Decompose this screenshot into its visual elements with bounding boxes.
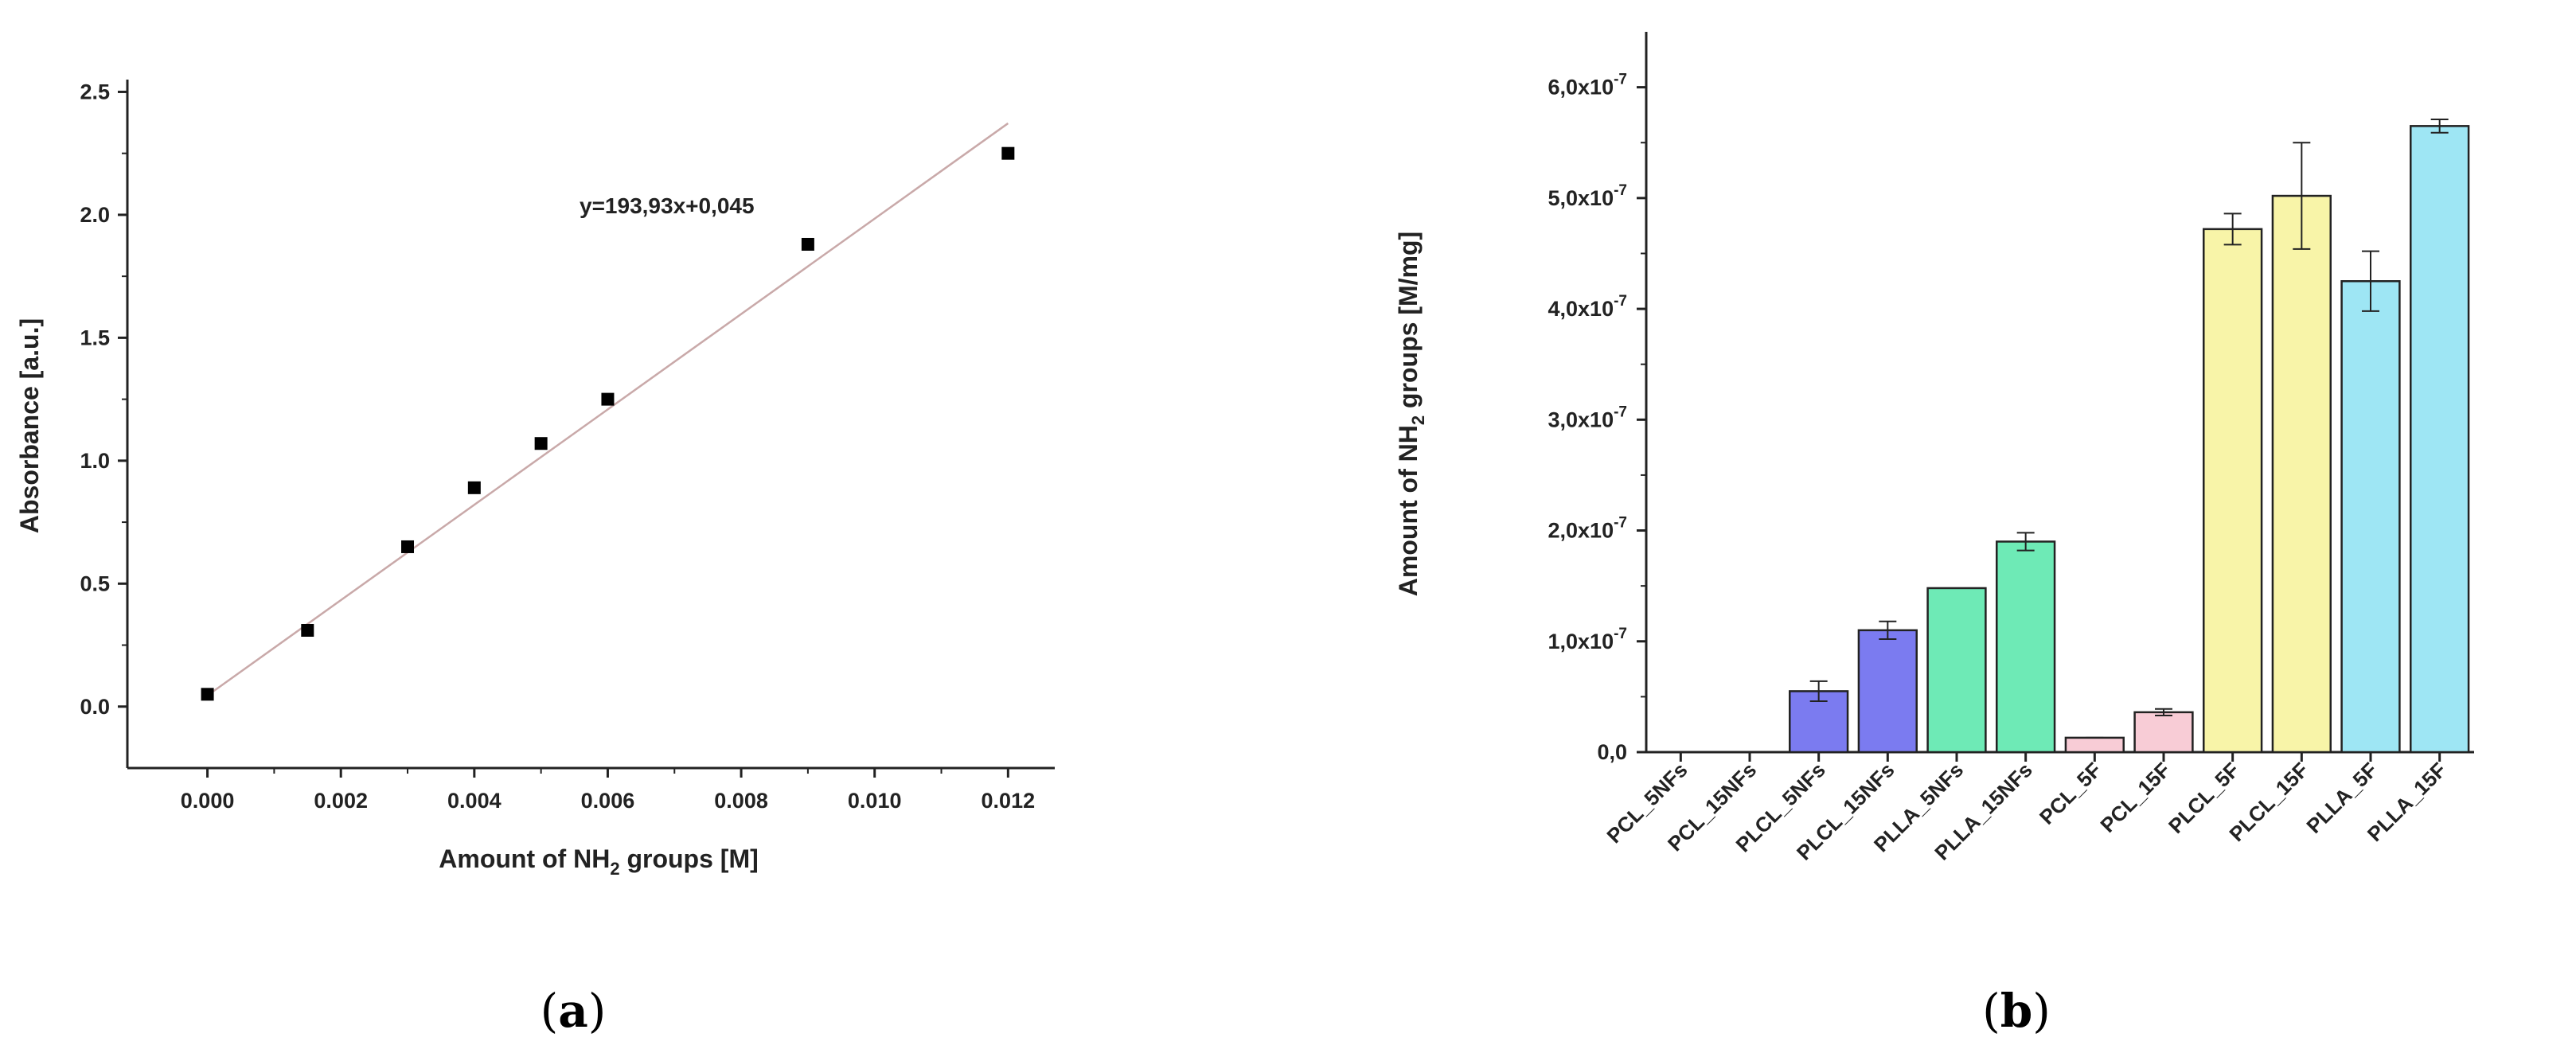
x-axis-label: Amount of NH2 groups [M]: [439, 844, 759, 879]
y-tick-exponent: -7: [1614, 626, 1627, 642]
bar: [2340, 280, 2401, 754]
y-tick-exponent: -7: [1614, 293, 1627, 310]
y-axis-label: Absorbance [a.u.]: [15, 318, 44, 533]
fit-equation-annotation: y=193,93x+0,045: [580, 193, 755, 218]
bar: [2064, 736, 2125, 754]
y-tick-label: 2,0x10-7: [1548, 515, 1628, 543]
category-label: PCL_5F: [2035, 758, 2106, 829]
y-axis-label-subscript: 2: [1408, 415, 1428, 425]
y-tick-label-text: 4,0x10: [1548, 297, 1614, 321]
bar: [1857, 629, 1918, 754]
y-tick-label: 2.0: [80, 203, 110, 227]
y-axis-label-main: Amount of NH: [1394, 425, 1423, 596]
x-tick-label: 0.002: [314, 789, 368, 813]
panel-b-letter: b: [2000, 984, 2033, 1038]
category-label: PCL_15F: [2095, 758, 2175, 837]
x-tick-label: 0.006: [581, 789, 635, 813]
x-axis-label-main: Amount of NH: [439, 844, 610, 873]
data-point-marker: [801, 237, 814, 251]
x-axis-label-subscript: 2: [610, 859, 619, 879]
bars: [1789, 118, 2470, 754]
y-tick-label: 6,0x10-7: [1548, 72, 1628, 99]
bar: [1926, 587, 1987, 754]
scatter-chart-panel-a: 0.00.51.01.52.02.5 0.000 0.002 0.004 0.006 0…: [15, 80, 1055, 1038]
y-tick-label: 0.0: [80, 695, 110, 719]
data-point-marker: [1001, 146, 1015, 160]
bar-chart-panel-b: 0,01,0x10-72,0x10-73,0x10-74,0x10-75,0x1…: [1394, 32, 2474, 1038]
y-ticks: 0,01,0x10-72,0x10-73,0x10-74,0x10-75,0x1…: [1548, 72, 1646, 764]
panel-a-close-paren: ): [588, 984, 607, 1038]
data-point-marker: [301, 624, 314, 637]
y-tick-exponent: -7: [1614, 404, 1627, 420]
y-tick-label-text: 2,0x10: [1548, 519, 1614, 543]
x-tick-label: 0.012: [982, 789, 1036, 813]
data-point-marker: [534, 437, 548, 450]
y-tick-exponent: -7: [1614, 72, 1627, 88]
y-tick-label-text: 6,0x10: [1548, 76, 1614, 99]
panel-b-close-paren: ): [2032, 984, 2051, 1038]
bar: [2133, 711, 2194, 754]
data-point-marker: [601, 392, 615, 406]
y-tick-exponent: -7: [1614, 182, 1627, 199]
data-point-marker: [201, 688, 214, 701]
y-axis-label: Amount of NH2 groups [M/mg]: [1394, 232, 1428, 596]
x-axis-label-end: groups [M]: [620, 844, 759, 873]
y-tick-label: 0.5: [80, 571, 110, 595]
y-tick-label: 2.5: [80, 80, 110, 103]
fit-line: [206, 122, 1009, 696]
y-tick-label: 4,0x10-7: [1548, 293, 1628, 321]
x-tick-label: 0.000: [181, 789, 235, 813]
x-tick-label: 0.010: [848, 789, 902, 813]
panel-a-letter: a: [558, 984, 588, 1038]
data-point-marker: [401, 540, 415, 553]
y-tick-label-text: 1,0x10: [1548, 630, 1614, 653]
y-tick-label: 1,0x10-7: [1548, 626, 1628, 653]
x-tick-label: 0.008: [714, 789, 768, 813]
y-tick-exponent: -7: [1614, 515, 1627, 532]
data-points: [201, 146, 1015, 701]
x-ticks: PCL_5NFsPCL_15NFsPLCL_5NFsPLCL_15NFsPLLA…: [1602, 752, 2451, 865]
y-tick-label-text: 0,0: [1597, 740, 1627, 764]
bar: [2410, 125, 2470, 754]
y-tick-label-text: 3,0x10: [1548, 408, 1614, 431]
panel-label-a: (a): [541, 984, 607, 1038]
data-point-marker: [467, 481, 481, 494]
panel-label-b: (b): [1982, 984, 2051, 1038]
y-tick-label: 1.5: [80, 326, 110, 349]
x-tick-label: 0.004: [447, 789, 502, 813]
y-tick-label: 3,0x10-7: [1548, 404, 1628, 431]
y-tick-label: 1.0: [80, 449, 110, 473]
bar: [1996, 540, 2056, 754]
y-ticks: 0.0 0.5 1.0 1.5 2.0 2.5: [80, 80, 127, 719]
y-axis-label-end: groups [M/mg]: [1394, 232, 1423, 415]
panel-b-open-paren: (: [1982, 984, 2000, 1038]
y-tick-label-text: 5,0x10: [1548, 186, 1614, 210]
panel-a-open-paren: (: [541, 984, 559, 1038]
x-ticks: 0.000 0.002 0.004 0.006 0.008 0.010 0.012: [181, 768, 1035, 813]
bar: [2203, 228, 2263, 754]
bar: [2271, 194, 2332, 754]
y-tick-label: 0,0: [1597, 740, 1627, 764]
y-tick-label: 5,0x10-7: [1548, 182, 1628, 210]
